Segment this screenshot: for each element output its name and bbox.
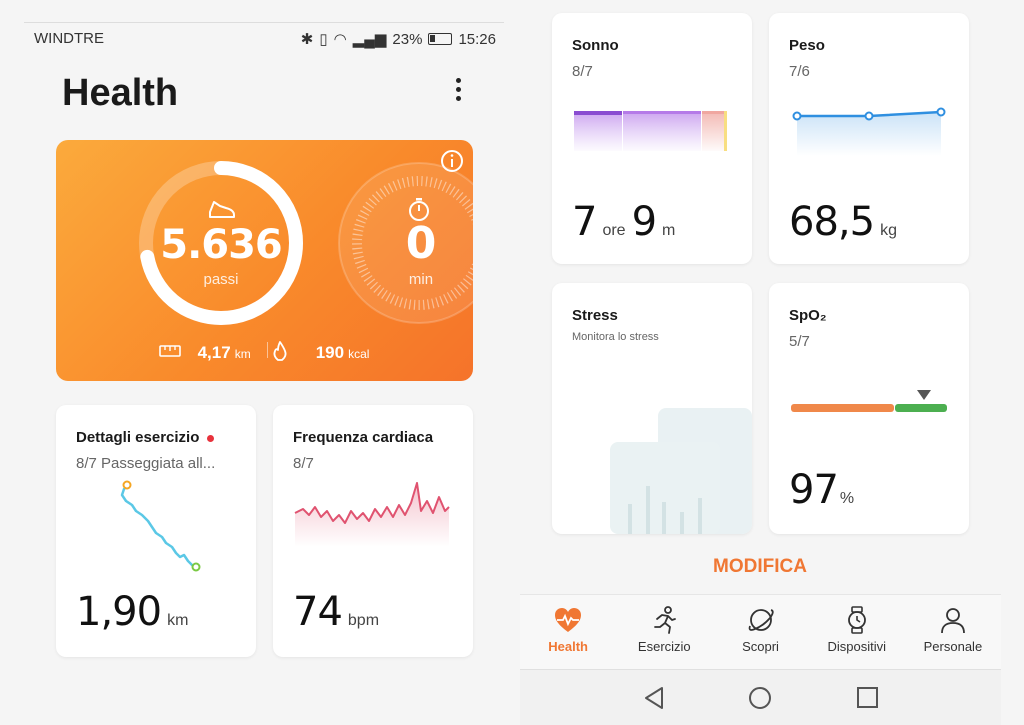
new-dot [206, 434, 214, 442]
exercise-card[interactable]: Dettagli esercizio 8/7 Passeggiata all..… [56, 405, 256, 657]
stress-illustration [610, 408, 752, 534]
sleep-duration: 7 ore 9 m [572, 199, 676, 245]
ruler-icon [159, 345, 181, 357]
activity-rings [139, 150, 473, 361]
spo2-value: 97% [789, 467, 855, 513]
weight-title: Peso [789, 37, 825, 54]
nav-exercise[interactable]: Esercizio [616, 595, 712, 669]
left-screen: WINDTRE ✱ ▯ ◠ ▂▄▆ 23% 15:26 Health [24, 22, 504, 657]
watch-icon [847, 606, 866, 634]
stress-title: Stress [572, 307, 618, 324]
weight-value: 68,5 kg [789, 199, 897, 245]
stopwatch-icon [409, 198, 429, 221]
activity-stats: 4,17 km 190 kcal [56, 342, 473, 363]
heart-rate-value: 74 bpm [293, 589, 380, 635]
planet-icon [748, 609, 774, 631]
heart-rate-title: Frequenza cardiaca [293, 429, 434, 446]
minutes-label: min [408, 271, 434, 288]
recents-icon[interactable] [857, 687, 878, 708]
home-icon[interactable] [749, 687, 771, 709]
stress-subtitle: Monitora lo stress [572, 331, 659, 343]
steps-value: 5.636 [160, 222, 283, 268]
nav-health[interactable]: Health [520, 595, 616, 669]
bottom-nav: Health Esercizio Scopri Dispositivi [520, 594, 1001, 669]
distance-value: 4,17 km [197, 343, 251, 362]
heart-rate-chart [294, 482, 450, 547]
system-nav-bar [520, 669, 1001, 725]
wifi-icon: ◠ [333, 31, 347, 48]
battery-icon [428, 33, 453, 45]
info-icon[interactable] [441, 150, 463, 172]
heart-rate-card[interactable]: Frequenza cardiaca 8/7 74 bpm [273, 405, 473, 657]
runner-icon [654, 606, 677, 634]
exercise-distance: 1,90 km [76, 589, 189, 635]
sleep-chart [574, 111, 727, 151]
heart-rate-date: 8/7 [293, 455, 314, 472]
exercise-subtitle: 8/7 Passeggiata all... [76, 455, 216, 472]
steps-label: passi [203, 271, 239, 288]
nav-discover[interactable]: Scopri [712, 595, 808, 669]
weight-chart [792, 107, 946, 156]
sleep-date: 8/7 [572, 63, 593, 80]
weight-date: 7/6 [789, 63, 810, 80]
stress-card[interactable]: Stress Monitora lo stress [552, 283, 752, 534]
bluetooth-icon: ✱ [300, 31, 314, 48]
heart-pulse-icon [555, 608, 582, 632]
carrier-label: WINDTRE [34, 30, 104, 47]
more-menu-icon[interactable] [448, 74, 468, 108]
spo2-card[interactable]: SpO₂ 5/7 97% [769, 283, 969, 534]
status-icons: ✱ ▯ ◠ ▂▄▆ 23% 15:26 [300, 30, 496, 49]
spo2-title: SpO₂ [789, 307, 827, 324]
edit-button[interactable]: MODIFICA [713, 556, 807, 577]
steps-progress-arc [139, 161, 303, 325]
page-title: Health [62, 72, 179, 114]
signal-icon: ▂▄▆ [352, 31, 387, 48]
spo2-gauge [791, 390, 947, 412]
weight-card[interactable]: Peso 7/6 68,5 kg [769, 13, 969, 264]
exercise-title: Dettagli esercizio [76, 429, 214, 446]
clock: 15:26 [458, 30, 496, 48]
spo2-date: 5/7 [789, 333, 810, 350]
back-icon[interactable] [645, 687, 663, 709]
sleep-title: Sonno [572, 37, 619, 54]
system-nav-buttons [645, 687, 878, 709]
nav-devices[interactable]: Dispositivi [809, 595, 905, 669]
battery-percent: 23% [392, 30, 423, 48]
shoe-icon [209, 201, 235, 218]
person-icon [941, 608, 965, 634]
nav-personal[interactable]: Personale [905, 595, 1001, 669]
status-bar: WINDTRE ✱ ▯ ◠ ▂▄▆ 23% 15:26 [24, 22, 504, 52]
route-map [120, 480, 201, 572]
calories-value: 190 kcal [315, 343, 370, 362]
minutes-value: 0 [405, 218, 437, 269]
flame-icon [273, 341, 287, 361]
sleep-card[interactable]: Sonno 8/7 7 ore 9 m [552, 13, 752, 264]
vibrate-icon: ▯ [319, 31, 328, 48]
activity-card[interactable]: 5.636 passi 0 min 4,17 km 190 kcal [56, 140, 473, 381]
